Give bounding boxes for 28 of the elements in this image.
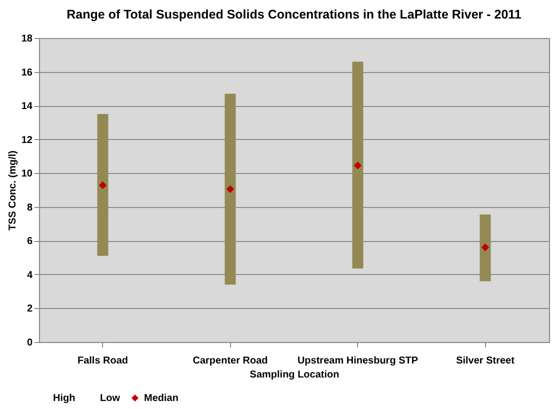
text: High — [53, 393, 76, 404]
y-tick-label: 14 — [21, 101, 33, 112]
x-axis-title: Sampling Location — [250, 370, 340, 380]
bar — [352, 62, 364, 269]
y-tick-label: 10 — [21, 168, 33, 180]
y-tick-label: 6 — [26, 236, 33, 248]
y-tick-label: 8 — [26, 202, 33, 214]
text: Low — [100, 393, 120, 404]
x-tick-label: Upstream Hinesburg STP — [297, 356, 418, 366]
y-tick-label: 18 — [21, 34, 33, 44]
y-tick-label: 16 — [21, 67, 33, 78]
y-axis-title: TSS Conc. (mg/l) — [7, 150, 18, 230]
x-tick-label: Falls Road — [77, 356, 128, 366]
legend-label: Median — [144, 393, 178, 404]
point — [226, 185, 234, 194]
y-tick-label: 12 — [21, 134, 33, 146]
bar — [480, 214, 491, 282]
chart-title: Range of Total Suspended Solids Concentrations in the LaPlatte River - 2011 — [66, 8, 522, 22]
point — [481, 244, 490, 252]
bar — [224, 94, 236, 285]
x-tick-label: Carpenter Road — [192, 356, 268, 366]
y-tick-label: 0 — [26, 338, 33, 348]
y-tick-label: 2 — [26, 304, 33, 315]
y-tick-label: 4 — [26, 270, 33, 281]
point — [354, 162, 362, 170]
point — [98, 181, 107, 190]
bar — [97, 114, 108, 256]
x-tick-label: Silver Street — [456, 356, 516, 366]
